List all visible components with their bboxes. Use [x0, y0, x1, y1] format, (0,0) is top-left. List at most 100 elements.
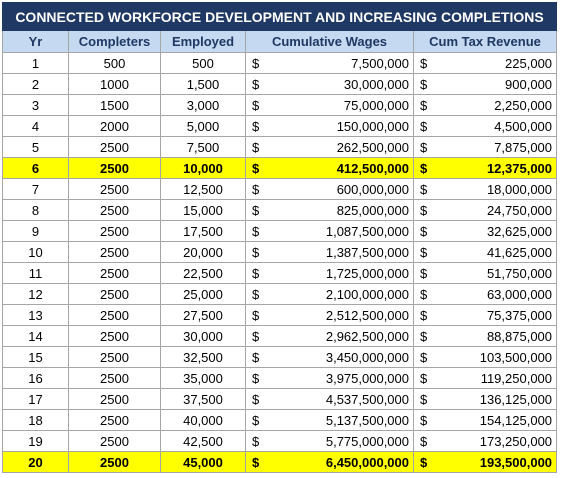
currency-symbol: $: [245, 451, 270, 473]
currency-symbol: $: [245, 73, 270, 95]
year-cell: 11: [2, 262, 69, 284]
employed-cell: 12,500: [160, 178, 246, 200]
currency-symbol: $: [245, 178, 270, 200]
column-header: Cumulative Wages: [245, 30, 414, 53]
completers-cell: 2000: [68, 115, 161, 137]
tax-cell: 24,750,000: [433, 199, 558, 221]
employed-cell: 45,000: [160, 451, 246, 473]
completers-cell: 1500: [68, 94, 161, 116]
completers-cell: 2500: [68, 388, 161, 410]
currency-symbol: $: [413, 241, 434, 263]
completers-cell: 2500: [68, 283, 161, 305]
employed-cell: 42,500: [160, 430, 246, 452]
tax-cell: 41,625,000: [433, 241, 558, 263]
wages-cell: 7,500,000: [269, 52, 414, 74]
currency-symbol: $: [245, 241, 270, 263]
currency-symbol: $: [245, 199, 270, 221]
table-row: 14 2500 30,000 $2,962,500,000 $88,875,000: [2, 325, 558, 347]
currency-symbol: $: [245, 367, 270, 389]
wages-cell: 75,000,000: [269, 94, 414, 116]
year-cell: 19: [2, 430, 69, 452]
table-row: 13 2500 27,500 $2,512,500,000 $75,375,000: [2, 304, 558, 326]
column-header: Completers: [68, 30, 161, 53]
employed-cell: 32,500: [160, 346, 246, 368]
year-cell: 2: [2, 73, 69, 95]
tax-cell: 173,250,000: [433, 430, 558, 452]
tax-cell: 7,875,000: [433, 136, 558, 158]
currency-symbol: $: [413, 178, 434, 200]
employed-cell: 25,000: [160, 283, 246, 305]
currency-symbol: $: [245, 346, 270, 368]
currency-symbol: $: [413, 262, 434, 284]
wages-cell: 3,450,000,000: [269, 346, 414, 368]
year-cell: 18: [2, 409, 69, 431]
currency-symbol: $: [245, 304, 270, 326]
employed-cell: 30,000: [160, 325, 246, 347]
employed-cell: 37,500: [160, 388, 246, 410]
year-cell: 6: [2, 157, 69, 179]
tax-cell: 2,250,000: [433, 94, 558, 116]
year-cell: 7: [2, 178, 69, 200]
wages-cell: 1,725,000,000: [269, 262, 414, 284]
currency-symbol: $: [413, 157, 434, 179]
currency-symbol: $: [413, 325, 434, 347]
currency-symbol: $: [245, 388, 270, 410]
year-cell: 20: [2, 451, 69, 473]
wages-cell: 2,962,500,000: [269, 325, 414, 347]
completers-cell: 2500: [68, 430, 161, 452]
table-row: 20 2500 45,000 $6,450,000,000 $193,500,000: [2, 451, 558, 473]
year-cell: 15: [2, 346, 69, 368]
table-row: 18 2500 40,000 $5,137,500,000 $154,125,000: [2, 409, 558, 431]
year-cell: 8: [2, 199, 69, 221]
employed-cell: 15,000: [160, 199, 246, 221]
employed-cell: 35,000: [160, 367, 246, 389]
tax-cell: 63,000,000: [433, 283, 558, 305]
table-title: CONNECTED WORKFORCE DEVELOPMENT AND INCR…: [1, 2, 558, 31]
employed-cell: 40,000: [160, 409, 246, 431]
currency-symbol: $: [413, 367, 434, 389]
column-header: Yr: [2, 30, 69, 53]
currency-symbol: $: [245, 325, 270, 347]
currency-symbol: $: [245, 262, 270, 284]
year-cell: 10: [2, 241, 69, 263]
currency-symbol: $: [245, 157, 270, 179]
currency-symbol: $: [413, 94, 434, 116]
wages-cell: 3,975,000,000: [269, 367, 414, 389]
currency-symbol: $: [245, 220, 270, 242]
tax-cell: 32,625,000: [433, 220, 558, 242]
tax-cell: 51,750,000: [433, 262, 558, 284]
table-row: 2 1000 1,500 $30,000,000 $900,000: [2, 73, 558, 95]
currency-symbol: $: [413, 199, 434, 221]
currency-symbol: $: [245, 283, 270, 305]
currency-symbol: $: [413, 346, 434, 368]
year-cell: 3: [2, 94, 69, 116]
employed-cell: 22,500: [160, 262, 246, 284]
completers-cell: 2500: [68, 262, 161, 284]
wages-cell: 600,000,000: [269, 178, 414, 200]
employed-cell: 27,500: [160, 304, 246, 326]
wages-cell: 150,000,000: [269, 115, 414, 137]
table-row: 9 2500 17,500 $1,087,500,000 $32,625,000: [2, 220, 558, 242]
completers-cell: 2500: [68, 367, 161, 389]
employed-cell: 7,500: [160, 136, 246, 158]
wages-cell: 825,000,000: [269, 199, 414, 221]
wages-cell: 2,100,000,000: [269, 283, 414, 305]
column-header: Employed: [160, 30, 246, 53]
year-cell: 17: [2, 388, 69, 410]
employed-cell: 3,000: [160, 94, 246, 116]
wages-cell: 5,137,500,000: [269, 409, 414, 431]
currency-symbol: $: [413, 430, 434, 452]
table-row: 16 2500 35,000 $3,975,000,000 $119,250,000: [2, 367, 558, 389]
year-cell: 5: [2, 136, 69, 158]
year-cell: 16: [2, 367, 69, 389]
completers-cell: 2500: [68, 346, 161, 368]
employed-cell: 500: [160, 52, 246, 74]
tax-cell: 119,250,000: [433, 367, 558, 389]
completers-cell: 500: [68, 52, 161, 74]
column-header: Cum Tax Revenue: [412, 30, 558, 53]
table-row: 7 2500 12,500 $600,000,000 $18,000,000: [2, 178, 558, 200]
tax-cell: 136,125,000: [433, 388, 558, 410]
tax-cell: 4,500,000: [433, 115, 558, 137]
table-row: 10 2500 20,000 $1,387,500,000 $41,625,000: [2, 241, 558, 263]
completers-cell: 2500: [68, 304, 161, 326]
